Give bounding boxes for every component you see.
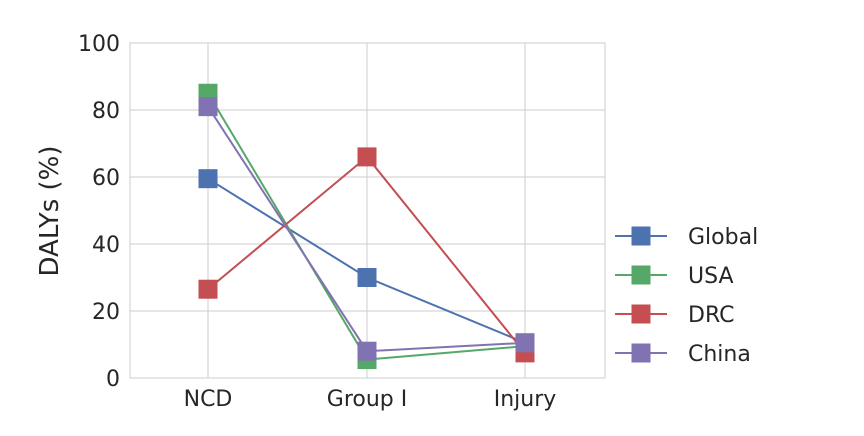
data-point <box>198 169 218 189</box>
legend-item-usa: USA <box>615 264 734 289</box>
x-tick-label: NCD <box>184 387 233 412</box>
legend-marker <box>631 265 651 285</box>
series-china <box>198 97 535 361</box>
legend: Global USA DRC China <box>615 225 758 367</box>
x-tick-label: Group I <box>327 387 407 412</box>
data-point <box>515 333 535 353</box>
y-tick-label: 80 <box>92 99 120 124</box>
legend-label: Global <box>688 225 758 250</box>
legend-label: China <box>688 342 751 367</box>
legend-item-china: China <box>615 342 751 367</box>
y-tick-label: 60 <box>92 166 120 191</box>
legend-label: USA <box>688 264 734 289</box>
y-tick-label: 20 <box>92 300 120 325</box>
data-point <box>198 279 218 299</box>
data-point <box>357 268 377 287</box>
axes: 0 20 40 60 80 100 NCD Group I Injury <box>78 32 556 412</box>
legend-item-drc: DRC <box>615 303 735 328</box>
y-tick-label: 0 <box>106 367 120 392</box>
y-tick-label: 100 <box>78 32 120 57</box>
series <box>198 83 535 370</box>
data-point <box>357 341 377 361</box>
legend-label: DRC <box>688 303 735 328</box>
y-axis-label: DALYs (%) <box>35 145 65 276</box>
x-tick-label: Injury <box>494 387 557 412</box>
legend-marker <box>631 226 651 246</box>
legend-marker <box>631 343 651 363</box>
legend-marker <box>631 304 651 324</box>
data-point <box>357 147 377 167</box>
data-point <box>198 97 218 117</box>
y-tick-label: 40 <box>92 233 120 258</box>
legend-item-global: Global <box>615 225 758 250</box>
